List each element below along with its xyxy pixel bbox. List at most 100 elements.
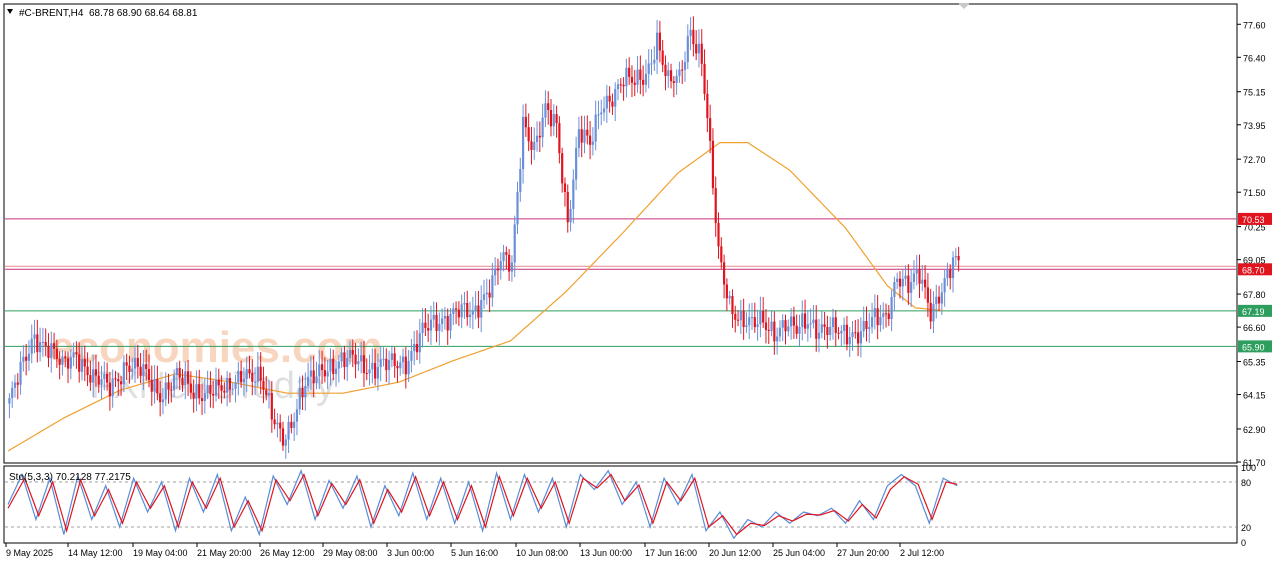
candle-body bbox=[167, 382, 170, 390]
scroll-shift-marker[interactable] bbox=[958, 3, 970, 9]
candle bbox=[695, 30, 698, 61]
candle bbox=[131, 357, 134, 380]
candle-body bbox=[572, 179, 575, 209]
candle-body bbox=[516, 191, 519, 225]
candle bbox=[605, 84, 608, 123]
candle bbox=[198, 369, 201, 405]
candle bbox=[594, 100, 597, 151]
candle bbox=[683, 51, 687, 82]
candle-body bbox=[69, 357, 72, 369]
candle bbox=[563, 177, 567, 207]
candle-body bbox=[630, 76, 634, 83]
candle bbox=[374, 348, 377, 386]
candle-body bbox=[443, 316, 447, 319]
candle-body bbox=[471, 310, 474, 315]
candle bbox=[505, 246, 508, 270]
candle-body bbox=[602, 108, 606, 113]
candle-body bbox=[600, 112, 603, 115]
candle-body bbox=[295, 409, 299, 422]
candle-body bbox=[192, 392, 195, 399]
candle-body bbox=[393, 353, 396, 366]
candle bbox=[36, 319, 39, 363]
candle-body bbox=[334, 368, 338, 374]
chart-header: #C-BRENT,H4 68.78 68.90 68.64 68.81 bbox=[7, 8, 198, 19]
candle-body bbox=[790, 316, 793, 327]
candle bbox=[764, 309, 768, 344]
candle-body bbox=[92, 369, 95, 383]
candle bbox=[672, 76, 675, 98]
candle-body bbox=[304, 386, 307, 398]
candle bbox=[767, 317, 770, 344]
time-tick-label: 14 May 12:00 bbox=[68, 548, 123, 558]
price-axis[interactable]: 77.60 76.40 75.15 73.95 72.70 71.50 70.25 69.05… bbox=[1237, 20, 1266, 468]
candle-body bbox=[270, 393, 273, 420]
candle-body bbox=[535, 135, 539, 143]
candle-body bbox=[449, 314, 452, 331]
candle-body bbox=[669, 70, 673, 82]
candle bbox=[692, 16, 695, 57]
candle-body bbox=[482, 294, 486, 300]
candle-body bbox=[178, 367, 181, 378]
time-axis[interactable]: 9 May 2025 14 May 12:00 19 May 04:00 21 May… bbox=[5, 543, 944, 558]
candle bbox=[739, 299, 742, 334]
candle-body bbox=[722, 262, 726, 285]
time-tick-label: 20 Jun 12:00 bbox=[709, 548, 761, 558]
candle bbox=[265, 376, 268, 401]
candle bbox=[697, 29, 701, 68]
candle bbox=[912, 260, 916, 290]
candle bbox=[530, 126, 533, 165]
candle-body bbox=[441, 318, 444, 324]
candle-body bbox=[781, 320, 784, 328]
candle-body bbox=[385, 358, 388, 371]
candle bbox=[80, 346, 84, 381]
candle bbox=[513, 215, 516, 278]
candle bbox=[745, 312, 748, 333]
level-label-box bbox=[1238, 340, 1272, 353]
candle bbox=[262, 366, 265, 404]
candle-body bbox=[108, 382, 111, 397]
main-price-panel[interactable]: economies.com FXNewsToday bbox=[3, 3, 1238, 464]
candle bbox=[524, 103, 527, 137]
candle bbox=[181, 369, 184, 392]
watermark-brand: economies.com bbox=[50, 323, 383, 372]
candle bbox=[106, 362, 109, 391]
candle bbox=[907, 264, 910, 305]
candle bbox=[393, 347, 396, 378]
candle bbox=[379, 346, 382, 382]
candle-body bbox=[949, 269, 952, 279]
candle bbox=[535, 121, 539, 152]
candle-body bbox=[736, 319, 740, 321]
candle bbox=[293, 412, 296, 441]
candle bbox=[801, 300, 804, 341]
candle bbox=[569, 199, 572, 232]
candle-body bbox=[541, 117, 544, 138]
chevron-down-icon[interactable] bbox=[7, 9, 13, 14]
candle-body bbox=[672, 81, 675, 83]
candle bbox=[175, 362, 178, 390]
candle-body bbox=[421, 322, 424, 334]
candle-body bbox=[714, 188, 717, 223]
candle-body bbox=[11, 387, 14, 399]
candle-body bbox=[667, 70, 670, 76]
stochastic-panel[interactable]: Sto(5,3,3) 70.2128 77.2175 bbox=[3, 465, 1238, 544]
candle bbox=[108, 372, 111, 411]
candle-body bbox=[689, 29, 692, 37]
candle-body bbox=[748, 317, 751, 326]
candle-body bbox=[438, 323, 441, 331]
candle bbox=[200, 383, 204, 415]
candle bbox=[541, 103, 544, 148]
candle-body bbox=[36, 334, 39, 353]
candle bbox=[868, 312, 871, 343]
candle bbox=[675, 69, 678, 95]
candle bbox=[25, 343, 28, 376]
candle-body bbox=[340, 352, 343, 362]
candle bbox=[64, 351, 67, 368]
candle-body bbox=[231, 388, 234, 390]
candle bbox=[848, 326, 851, 357]
candle-body bbox=[139, 366, 142, 376]
candle-body bbox=[734, 313, 737, 320]
candle-body bbox=[307, 376, 310, 387]
candle bbox=[463, 291, 466, 319]
